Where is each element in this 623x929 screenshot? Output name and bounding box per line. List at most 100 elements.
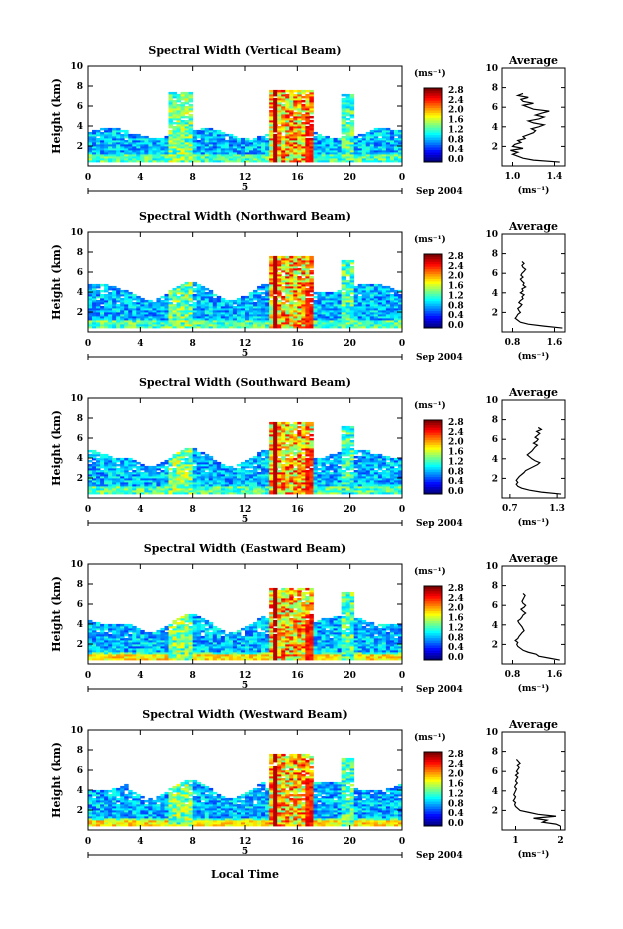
heatmap-cell — [357, 287, 363, 291]
colorbar-segment — [424, 298, 442, 302]
heatmap-cell — [301, 109, 306, 113]
heatmap-cell — [188, 317, 194, 321]
heatmap-cell — [293, 267, 298, 271]
heatmap-cell — [88, 323, 93, 327]
heatmap-cell — [168, 293, 173, 297]
heatmap-cell — [349, 289, 355, 293]
heatmap-cell — [293, 291, 298, 295]
heatmap-cell — [321, 473, 326, 477]
heatmap-cell — [321, 489, 326, 493]
heatmap-cell — [269, 303, 274, 307]
heatmap-cell — [208, 461, 214, 465]
heatmap-cell — [345, 475, 351, 479]
heatmap-cell — [349, 315, 355, 319]
heatmap-cell — [168, 479, 173, 483]
heatmap-cell — [377, 149, 383, 153]
heatmap-cell — [301, 289, 306, 293]
heatmap-cell — [236, 137, 242, 141]
heatmap-cell — [232, 147, 238, 151]
heatmap-cell — [325, 325, 330, 329]
heatmap-cell — [100, 157, 105, 161]
heatmap-cell — [216, 471, 222, 475]
heatmap-cell — [281, 127, 286, 131]
heatmap-cell — [136, 311, 141, 315]
heatmap-cell — [281, 159, 286, 163]
heatmap-cell — [293, 121, 298, 125]
heatmap-cell — [281, 255, 286, 259]
heatmap-cell — [293, 259, 298, 263]
heatmap-cell — [92, 287, 97, 291]
heatmap-cell — [309, 143, 314, 147]
heatmap-cell — [236, 297, 242, 301]
heatmap-cell — [220, 315, 226, 319]
heatmap-cell — [188, 157, 194, 161]
heatmap-cell — [249, 159, 254, 163]
heatmap-cell — [305, 127, 310, 131]
heatmap-cell — [196, 145, 202, 149]
heatmap-cell — [373, 155, 379, 159]
heatmap-cell — [285, 435, 290, 439]
heatmap-cell — [277, 275, 282, 279]
heatmap-cell — [369, 465, 375, 469]
heatmap-cell — [285, 105, 290, 109]
heatmap-cell — [132, 155, 137, 159]
heatmap-cell — [277, 137, 282, 141]
heatmap-cell — [112, 461, 117, 465]
heatmap-cell — [377, 481, 383, 485]
heatmap-cell — [188, 453, 194, 457]
heatmap-cell — [212, 325, 218, 329]
heatmap-cell — [148, 143, 153, 147]
heatmap-cell — [309, 303, 314, 307]
heatmap-cell — [116, 325, 121, 329]
heatmap-cell — [176, 113, 181, 117]
heatmap-cell — [224, 299, 230, 303]
heatmap-cell — [289, 477, 294, 481]
heatmap-cell — [293, 463, 298, 467]
heatmap-cell — [337, 157, 343, 161]
heatmap-cell — [184, 447, 190, 451]
heatmap-cell — [269, 453, 274, 457]
heatmap-cell — [357, 149, 363, 153]
heatmap-cell — [136, 135, 141, 139]
heatmap-cell — [265, 301, 270, 305]
heatmap-cell — [116, 297, 121, 301]
heatmap-cell — [305, 107, 310, 111]
heatmap-cell — [333, 469, 338, 473]
heatmap-cell — [200, 135, 206, 139]
heatmap-cell — [257, 311, 262, 315]
heatmap-cell — [100, 457, 105, 461]
heatmap-cell — [281, 119, 286, 123]
heatmap-cell — [313, 155, 318, 159]
heatmap-cell — [168, 91, 173, 95]
heatmap-cell — [180, 155, 186, 159]
heatmap-cell — [236, 479, 242, 483]
heatmap-cell — [365, 151, 371, 155]
heatmap-cell — [301, 117, 306, 121]
heatmap-cell — [164, 325, 169, 329]
heatmap-cell — [245, 149, 250, 153]
average-y-tick-label: 6 — [492, 103, 498, 113]
heatmap-cell — [293, 265, 298, 269]
heatmap-cell — [104, 127, 109, 131]
heatmap-cell — [132, 137, 137, 141]
heatmap-cell — [196, 467, 202, 471]
heatmap-cell — [349, 467, 355, 471]
heatmap-cell — [160, 325, 165, 329]
heatmap-cell — [293, 99, 298, 103]
heatmap-cell — [301, 485, 306, 489]
heatmap-cell — [369, 313, 375, 317]
heatmap-cell — [305, 133, 310, 137]
heatmap-cell — [236, 159, 242, 163]
heatmap-cell — [240, 313, 246, 317]
heatmap-cell — [204, 319, 210, 323]
heatmap-cell — [196, 153, 202, 157]
heatmap-cell — [112, 483, 117, 487]
heatmap-cell — [293, 123, 298, 127]
heatmap-cell — [168, 457, 173, 461]
heatmap-cell — [176, 315, 181, 319]
heatmap-cell — [285, 279, 290, 283]
heatmap-cell — [385, 291, 391, 295]
heatmap-cell — [289, 485, 294, 489]
heatmap-cell — [208, 149, 214, 153]
heatmap-cell — [184, 295, 190, 299]
